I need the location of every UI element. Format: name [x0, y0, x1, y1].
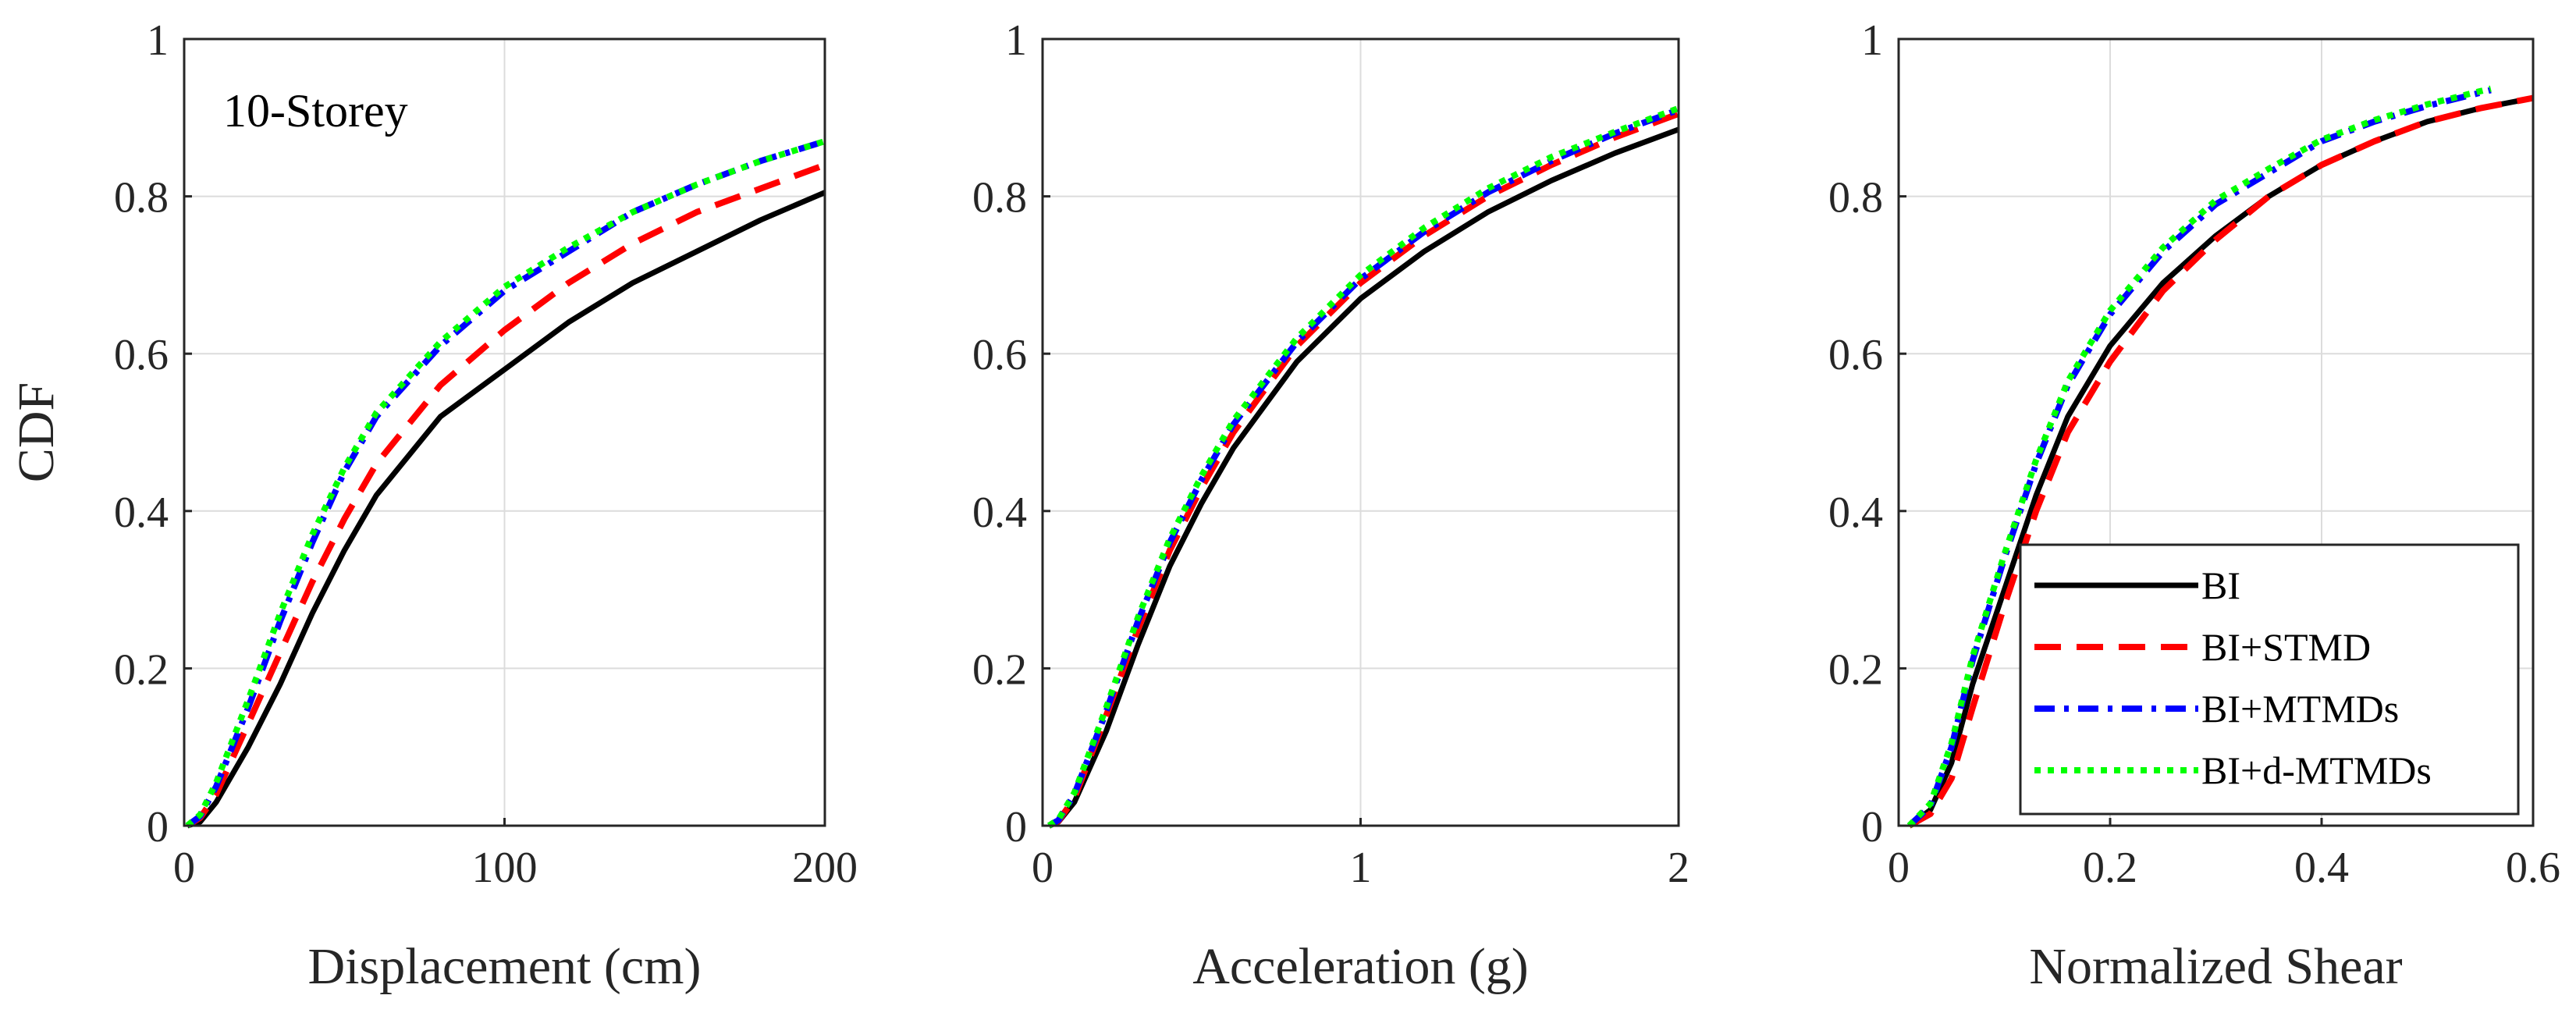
y-tick-label: 0.6	[1828, 331, 1883, 379]
series-line-bi-d-mtmds	[185, 138, 826, 829]
y-tick-label: 1	[1861, 16, 1883, 65]
x-tick-label: 0.2	[2083, 844, 2137, 892]
y-tick-label: 1	[1005, 16, 1027, 65]
plot-frame	[1897, 37, 2535, 827]
series-line-bi-d-mtmds	[1906, 85, 2492, 828]
x-axis-label: Normalized Shear	[2029, 938, 2402, 995]
y-tick-label: 0	[147, 803, 169, 851]
x-tick-label: 0	[1888, 844, 1910, 892]
y-tick-label: 0	[1005, 803, 1027, 851]
y-tick-label: 0.2	[114, 645, 169, 694]
x-tick-label: 1	[1350, 844, 1372, 892]
panel-normalized-shear: 0 0.2 0.4 0.6 0 0.2 0.4 0.6 0.8 1 Normalized She…	[1828, 16, 2560, 995]
series-line-bi-mtmds	[185, 138, 826, 829]
legend-label-bi: BI	[2201, 563, 2240, 607]
y-tick-label: 0.4	[1828, 489, 1883, 537]
panel-displacement: 0 100 200 0 0.2 0.4 0.6 0.8 1 Displacement (cm)…	[8, 16, 858, 995]
y-tick-label: 0	[1861, 803, 1883, 851]
series-line-bi-stmd	[1047, 111, 1680, 829]
x-tick-label: 2	[1668, 844, 1690, 892]
y-tick-label: 0.6	[972, 331, 1027, 379]
y-tick-label: 0.4	[114, 489, 169, 537]
x-axis-label: Acceleration (g)	[1192, 938, 1529, 995]
y-tick-label: 0.2	[972, 645, 1027, 694]
series-line-bi-stmd	[1907, 94, 2534, 829]
y-tick-label: 0.6	[114, 331, 169, 379]
x-tick-label: 0.6	[2506, 844, 2560, 892]
x-tick-label: 0.4	[2294, 844, 2349, 892]
legend-label-bi-stmd: BI+STMD	[2201, 625, 2371, 669]
y-tick-label: 0.8	[1828, 174, 1883, 222]
x-tick-label: 100	[472, 844, 538, 892]
series-line-bi-mtmds	[1047, 106, 1680, 829]
legend-label-bi-mtmds: BI+MTMDs	[2201, 687, 2399, 730]
x-axis-label: Displacement (cm)	[308, 938, 702, 995]
storey-annotation: 10-Storey	[223, 85, 408, 137]
x-tick-label: 0	[1032, 844, 1053, 892]
series-line-bi	[1047, 126, 1680, 829]
series-line-bi-d-mtmds	[1046, 105, 1680, 829]
legend: BI BI+STMD BI+MTMDs BI+d-MTMDs	[2019, 543, 2520, 816]
legend-label-bi-d-mtmds: BI+d-MTMDs	[2201, 748, 2432, 792]
y-tick-label: 1	[147, 16, 169, 65]
y-tick-label: 0.8	[114, 174, 169, 222]
x-tick-label: 0	[173, 844, 195, 892]
y-tick-label: 0.4	[972, 489, 1027, 537]
y-tick-label: 0.8	[972, 174, 1027, 222]
series-line-bi-stmd	[186, 162, 826, 829]
series-line-bi	[187, 190, 826, 829]
y-axis-label: CDF	[8, 382, 65, 482]
panel-acceleration: 0 1 2 0 0.2 0.4 0.6 0.8 1 Acceleration (g)	[972, 16, 1690, 995]
x-tick-label: 200	[792, 844, 858, 892]
y-tick-label: 0.2	[1828, 645, 1883, 694]
